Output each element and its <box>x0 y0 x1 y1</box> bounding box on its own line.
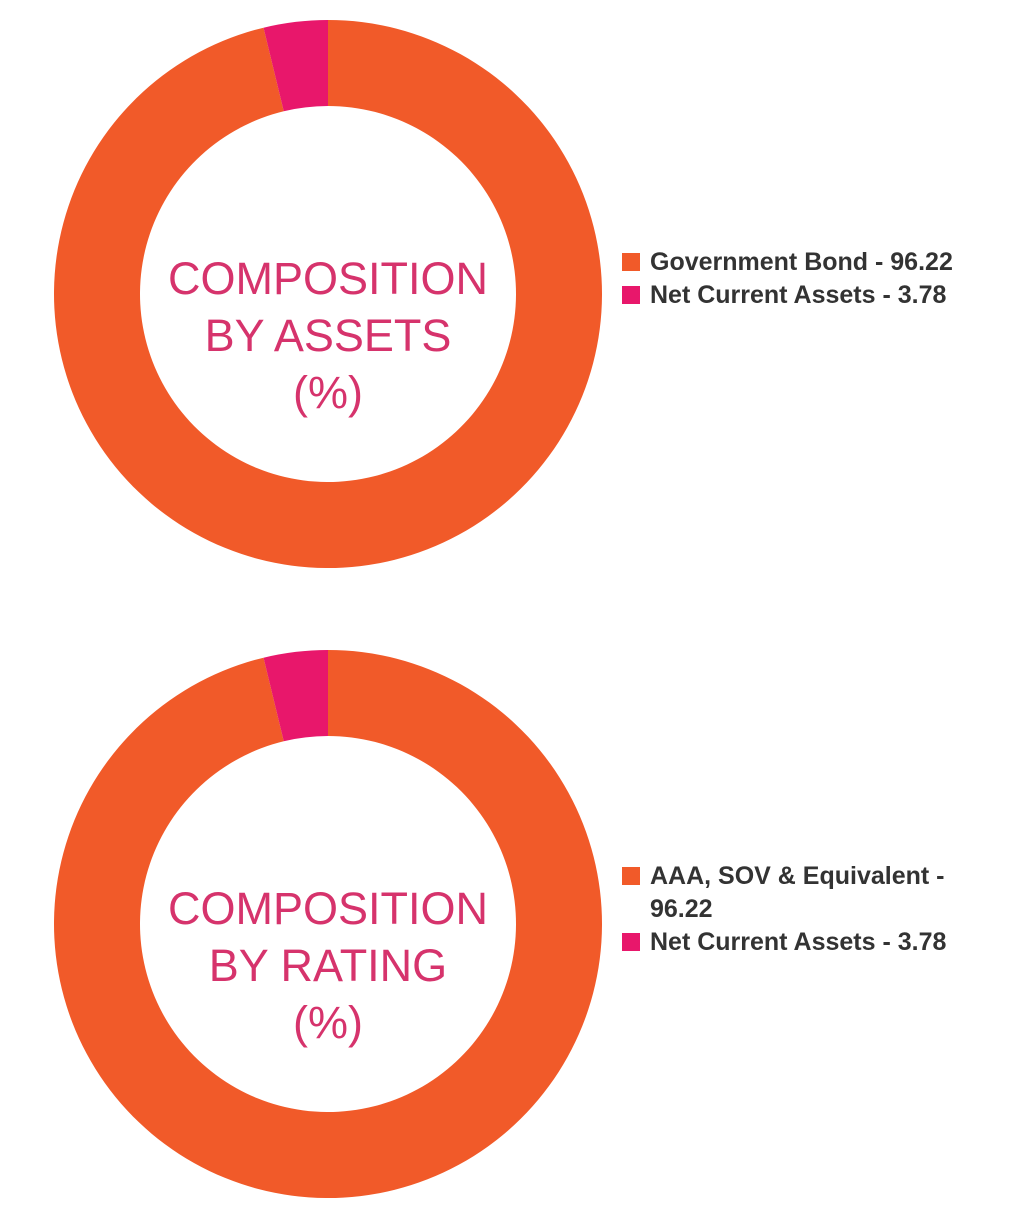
rating-legend: AAA, SOV & Equivalent - 96.22 Net Curren… <box>622 860 1002 959</box>
rating-center-label-line-3: (%) <box>293 997 363 1048</box>
pink-swatch-icon <box>622 286 640 304</box>
orange-swatch-icon <box>622 867 640 885</box>
assets-donut-chart <box>53 20 602 569</box>
orange-swatch-icon <box>622 253 640 271</box>
assets-center-label-line-2: BY ASSETS <box>204 310 452 361</box>
assets-chart-block: COMPOSITION BY ASSETS (%) Government Bon… <box>0 0 1031 600</box>
donut-slice-net-current-assets <box>263 20 328 112</box>
assets-legend-item-net-current-assets: Net Current Assets - 3.78 <box>622 279 1002 312</box>
donut-slice-aaa-sov-equivalent <box>53 650 602 1198</box>
assets-legend-item-government-bond: Government Bond - 96.22 <box>622 246 1002 279</box>
assets-legend: Government Bond - 96.22 Net Current Asse… <box>622 246 1002 312</box>
assets-center-label: COMPOSITION BY ASSETS (%) <box>128 250 528 421</box>
assets-legend-label: Net Current Assets - 3.78 <box>650 281 947 309</box>
donut-slice-government-bond <box>53 20 602 569</box>
rating-donut-chart <box>53 650 602 1198</box>
rating-center-label: COMPOSITION BY RATING (%) <box>128 880 528 1051</box>
rating-chart-block: COMPOSITION BY RATING (%) AAA, SOV & Equ… <box>0 630 1031 1230</box>
rating-legend-item-aaa-sov: AAA, SOV & Equivalent - 96.22 <box>622 860 1002 926</box>
rating-center-label-line-1: COMPOSITION <box>167 883 488 934</box>
assets-center-label-line-1: COMPOSITION <box>167 253 488 304</box>
rating-legend-label: AAA, SOV & Equivalent - 96.22 <box>650 862 945 923</box>
donut-slice-net-current-assets <box>263 650 328 742</box>
rating-legend-item-net-current-assets: Net Current Assets - 3.78 <box>622 926 1002 959</box>
pink-swatch-icon <box>622 933 640 951</box>
assets-center-label-line-3: (%) <box>293 367 363 418</box>
rating-legend-label: Net Current Assets - 3.78 <box>650 928 947 956</box>
assets-legend-label: Government Bond - 96.22 <box>650 248 953 276</box>
rating-center-label-line-2: BY RATING <box>208 940 448 991</box>
